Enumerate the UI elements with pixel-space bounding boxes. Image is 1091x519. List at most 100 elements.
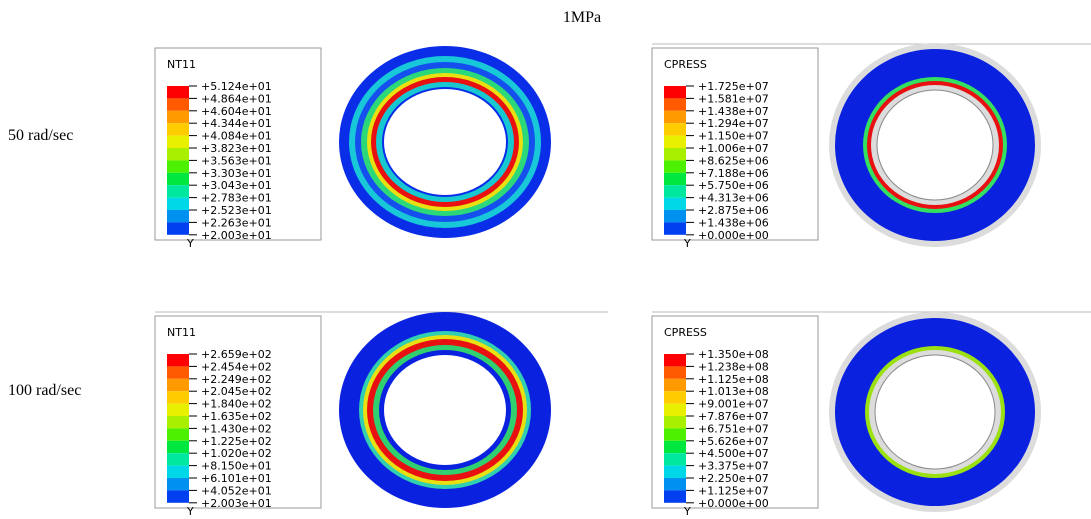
legend-swatch bbox=[664, 210, 686, 222]
legend-label: +1.013e+08 bbox=[698, 385, 769, 398]
legend-swatch bbox=[167, 428, 189, 440]
legend-swatch bbox=[664, 160, 686, 172]
legend-label: +2.003e+01 bbox=[201, 229, 272, 242]
legend-label: +1.125e+07 bbox=[698, 484, 769, 497]
legend-swatch bbox=[167, 98, 189, 110]
legend-swatch bbox=[167, 210, 189, 222]
legend-label: +8.625e+06 bbox=[698, 154, 769, 167]
legend-swatch bbox=[664, 136, 686, 148]
contour-ring bbox=[339, 312, 551, 508]
legend-swatch bbox=[167, 185, 189, 197]
legend-label: +1.430e+02 bbox=[201, 422, 272, 435]
legend-swatch bbox=[664, 111, 686, 123]
legend-swatch bbox=[167, 148, 189, 160]
legend-swatch bbox=[664, 123, 686, 135]
legend-swatch bbox=[664, 416, 686, 428]
contour-ring bbox=[829, 43, 1041, 247]
legend-label: +4.500e+07 bbox=[698, 447, 769, 460]
legend-swatch bbox=[167, 441, 189, 453]
legend-label: +8.150e+01 bbox=[201, 460, 272, 473]
legend-swatch bbox=[664, 379, 686, 391]
legend-swatch bbox=[167, 466, 189, 478]
legend-swatch bbox=[167, 173, 189, 185]
legend-swatch bbox=[664, 478, 686, 490]
legend-swatch bbox=[167, 136, 189, 148]
legend-swatch bbox=[167, 478, 189, 490]
legend-label: +4.604e+01 bbox=[201, 105, 272, 118]
legend-label: +3.303e+01 bbox=[201, 167, 272, 180]
legend-swatch bbox=[664, 391, 686, 403]
legend-swatch bbox=[664, 222, 686, 234]
axis-label: Y bbox=[186, 505, 194, 518]
legend-label: +1.438e+06 bbox=[698, 216, 769, 229]
legend-swatch bbox=[167, 379, 189, 391]
legend-label: +1.294e+07 bbox=[698, 117, 769, 130]
legend-title: CPRESS bbox=[664, 58, 707, 71]
contour-ring bbox=[339, 46, 551, 238]
row-label: 100 rad/sec bbox=[8, 382, 81, 399]
legend-swatch bbox=[167, 354, 189, 366]
legend-label: +5.124e+01 bbox=[201, 80, 272, 93]
legend-swatch bbox=[167, 404, 189, 416]
contour-ring bbox=[829, 312, 1041, 512]
legend-label: +1.238e+08 bbox=[698, 360, 769, 373]
legend-label: +1.581e+07 bbox=[698, 92, 769, 105]
legend-label: +2.045e+02 bbox=[201, 385, 272, 398]
legend-label: +6.101e+01 bbox=[201, 472, 272, 485]
legend-swatch bbox=[664, 185, 686, 197]
legend-label: +6.751e+07 bbox=[698, 422, 769, 435]
legend-label: +2.783e+01 bbox=[201, 192, 272, 205]
legend-label: +3.043e+01 bbox=[201, 179, 272, 192]
legend-label: +2.659e+02 bbox=[201, 348, 272, 361]
legend-label: +1.725e+07 bbox=[698, 80, 769, 93]
legend-swatch bbox=[167, 453, 189, 465]
figure: 1MPa 50 rad/sec 100 rad/sec bbox=[0, 0, 1091, 519]
legend-label: +0.000e+00 bbox=[698, 497, 769, 510]
legend-swatch bbox=[167, 160, 189, 172]
legend-label: +7.188e+06 bbox=[698, 167, 769, 180]
legend-label: +0.000e+00 bbox=[698, 229, 769, 242]
legend-label: +4.313e+06 bbox=[698, 192, 769, 205]
legend-swatch bbox=[167, 111, 189, 123]
row-label: 50 rad/sec bbox=[8, 127, 73, 144]
legend-label: +1.150e+07 bbox=[698, 130, 769, 143]
legend-swatch bbox=[167, 366, 189, 378]
legend-label: +4.344e+01 bbox=[201, 117, 272, 130]
legend-label: +1.225e+02 bbox=[201, 435, 272, 448]
legend-label: +7.876e+07 bbox=[698, 410, 769, 423]
legend-label: +4.052e+01 bbox=[201, 484, 272, 497]
legend-label: +5.626e+07 bbox=[698, 435, 769, 448]
legend-title: NT11 bbox=[167, 58, 196, 71]
legend-swatch bbox=[664, 453, 686, 465]
legend-label: +2.249e+02 bbox=[201, 373, 272, 386]
legend-swatch bbox=[167, 490, 189, 502]
legend-label: +2.263e+01 bbox=[201, 216, 272, 229]
legend-swatch bbox=[664, 148, 686, 160]
legend-label: +1.438e+07 bbox=[698, 105, 769, 118]
legend-label: +1.006e+07 bbox=[698, 142, 769, 155]
legend-title: NT11 bbox=[167, 326, 196, 339]
legend-swatch bbox=[664, 354, 686, 366]
legend-title: CPRESS bbox=[664, 326, 707, 339]
legend-label: +1.020e+02 bbox=[201, 447, 272, 460]
legend-swatch bbox=[167, 123, 189, 135]
legend-label: +2.003e+01 bbox=[201, 497, 272, 510]
legend-swatch bbox=[664, 366, 686, 378]
legend-swatch bbox=[664, 466, 686, 478]
legend-label: +5.750e+06 bbox=[698, 179, 769, 192]
axis-label: Y bbox=[186, 237, 194, 250]
legend-swatch bbox=[664, 428, 686, 440]
legend-label: +1.635e+02 bbox=[201, 410, 272, 423]
legend-swatch bbox=[664, 98, 686, 110]
legend-label: +3.823e+01 bbox=[201, 142, 272, 155]
legend-swatch bbox=[167, 86, 189, 98]
legend-label: +4.864e+01 bbox=[201, 92, 272, 105]
axis-label: Y bbox=[683, 505, 691, 518]
legend-swatch bbox=[664, 198, 686, 210]
legend-label: +3.375e+07 bbox=[698, 460, 769, 473]
legend-label: +1.350e+08 bbox=[698, 348, 769, 361]
legend-label: +1.125e+08 bbox=[698, 373, 769, 386]
legend-swatch bbox=[167, 198, 189, 210]
legend-swatch bbox=[664, 490, 686, 502]
axis-label: Y bbox=[683, 237, 691, 250]
